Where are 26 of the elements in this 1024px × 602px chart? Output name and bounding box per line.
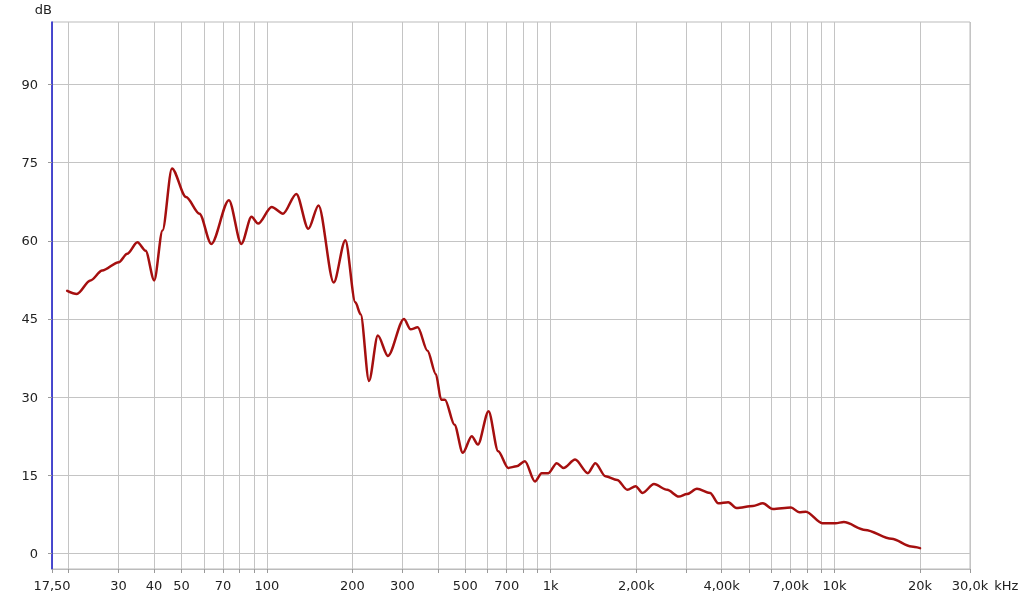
y-tick-label: 0 xyxy=(29,545,38,561)
x-tick-label: 30 xyxy=(110,578,127,593)
y-tick-label: 60 xyxy=(21,233,38,249)
y-tick-label: 15 xyxy=(21,467,38,483)
x-tick-label: 40 xyxy=(145,578,163,593)
x-tick-label: 4,00k xyxy=(703,578,741,593)
x-tick-label: 70 xyxy=(214,578,232,593)
x-tick-label: 2,00k xyxy=(617,578,655,593)
y-tick-label: 90 xyxy=(21,77,38,93)
x-tick-label: 700 xyxy=(494,578,520,593)
x-tick-label: 1k xyxy=(542,578,560,593)
x-tick-label: 10k xyxy=(822,578,848,593)
y-tick-label: 30 xyxy=(21,389,38,405)
x-tick-label: 300 xyxy=(389,578,415,593)
y-tick-label: 45 xyxy=(21,311,38,327)
x-tick-label: 50 xyxy=(173,578,190,593)
x-tick-label: 7,00k xyxy=(772,578,810,593)
x-tick-label: 17,50 xyxy=(33,578,71,593)
x-tick-label: 30,0k xyxy=(951,578,989,593)
x-axis-title: kHz xyxy=(994,578,1019,593)
y-tick-label: 75 xyxy=(21,155,38,171)
y-axis-title: dB xyxy=(34,2,52,17)
x-tick-label: 20k xyxy=(907,578,933,593)
x-tick-label: 500 xyxy=(452,578,478,593)
x-tick-label: 200 xyxy=(339,578,365,593)
x-tick-label: 100 xyxy=(254,578,280,593)
